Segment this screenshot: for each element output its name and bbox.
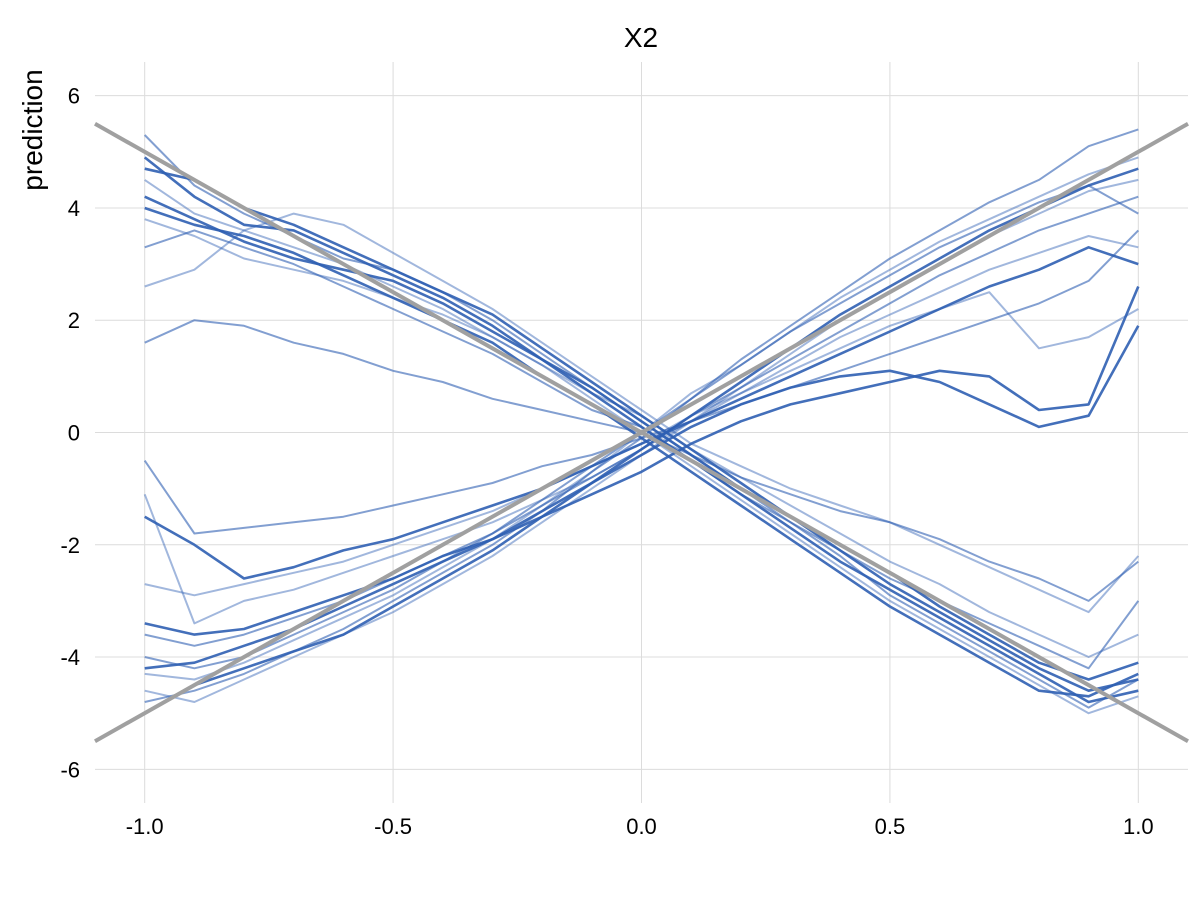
y-tick-label: 4	[68, 196, 80, 221]
y-tick-label: 2	[68, 308, 80, 333]
ice-curve	[144, 246, 1139, 580]
series-layer	[143, 128, 1140, 715]
y-tick-label: -6	[60, 757, 80, 782]
y-tick-label: 6	[68, 84, 80, 109]
tick-labels-layer: -1.0 -0.5 0.0 0.5 1.0 6 4 2 0 -2 -4 -6	[60, 84, 1153, 839]
y-axis-label: prediction	[17, 69, 48, 190]
y-tick-label: -2	[60, 533, 80, 558]
reference-lines-layer	[94, 122, 1189, 743]
ice-curve	[144, 285, 1140, 636]
ice-curve	[144, 212, 1140, 614]
y-tick-label: -4	[60, 645, 80, 670]
ice-curve	[144, 229, 1140, 670]
ice-curve	[144, 291, 1139, 597]
x-tick-label: -0.5	[374, 814, 412, 839]
reference-line	[94, 122, 1189, 743]
x-tick-label: 1.0	[1123, 814, 1154, 839]
y-tick-label: 0	[68, 421, 80, 446]
ice-curve	[144, 195, 1139, 681]
x-tick-label: -1.0	[126, 814, 164, 839]
x-tick-label: 0.0	[626, 814, 657, 839]
ice-curve	[144, 167, 1139, 693]
x-tick-label: 0.5	[875, 814, 906, 839]
ice-curve	[143, 229, 1140, 535]
ice-curve	[143, 235, 1139, 625]
chart-title: X2	[624, 22, 658, 53]
ice-curve	[144, 195, 1139, 647]
